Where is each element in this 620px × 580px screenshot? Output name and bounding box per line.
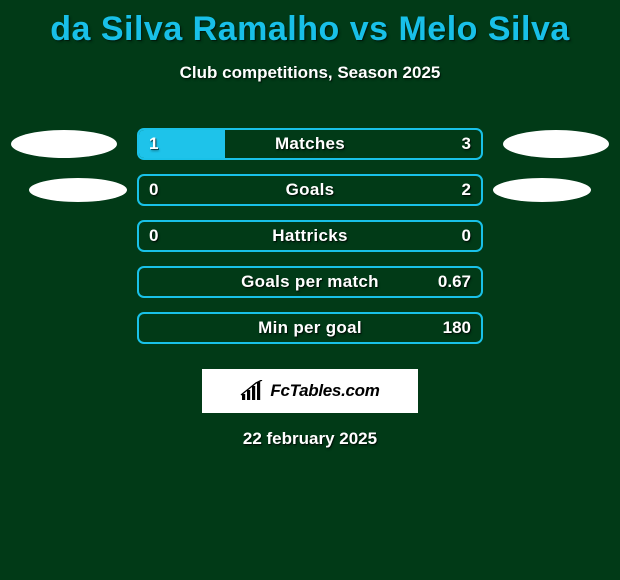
- stat-label: Matches: [139, 134, 481, 154]
- stat-bar: 1Matches3: [137, 128, 483, 160]
- stat-row: 0Goals2: [0, 167, 620, 213]
- subtitle: Club competitions, Season 2025: [0, 63, 620, 83]
- stat-rows: 1Matches30Goals20Hattricks0Goals per mat…: [0, 121, 620, 351]
- stat-right-value: 0: [462, 226, 471, 246]
- stat-right-value: 180: [443, 318, 471, 338]
- stat-label: Min per goal: [139, 318, 481, 338]
- right-ellipse: [493, 178, 591, 202]
- stat-right-value: 0.67: [438, 272, 471, 292]
- stat-row: 0Hattricks0: [0, 213, 620, 259]
- branding-text: FcTables.com: [270, 381, 379, 401]
- stat-row: Goals per match0.67: [0, 259, 620, 305]
- left-ellipse: [29, 178, 127, 202]
- stat-bar: 0Hattricks0: [137, 220, 483, 252]
- stat-bar: Min per goal180: [137, 312, 483, 344]
- stat-row: Min per goal180: [0, 305, 620, 351]
- stat-row: 1Matches3: [0, 121, 620, 167]
- page-title: da Silva Ramalho vs Melo Silva: [0, 0, 620, 49]
- stat-label: Hattricks: [139, 226, 481, 246]
- comparison-infographic: da Silva Ramalho vs Melo Silva Club comp…: [0, 0, 620, 580]
- stat-right-value: 3: [462, 134, 471, 154]
- date-text: 22 february 2025: [0, 429, 620, 449]
- stat-right-value: 2: [462, 180, 471, 200]
- barchart-icon: [240, 380, 266, 402]
- stat-bar: Goals per match0.67: [137, 266, 483, 298]
- right-ellipse: [503, 130, 609, 158]
- branding-box: FcTables.com: [202, 369, 418, 413]
- stat-label: Goals per match: [139, 272, 481, 292]
- stat-label: Goals: [139, 180, 481, 200]
- left-ellipse: [11, 130, 117, 158]
- stat-bar: 0Goals2: [137, 174, 483, 206]
